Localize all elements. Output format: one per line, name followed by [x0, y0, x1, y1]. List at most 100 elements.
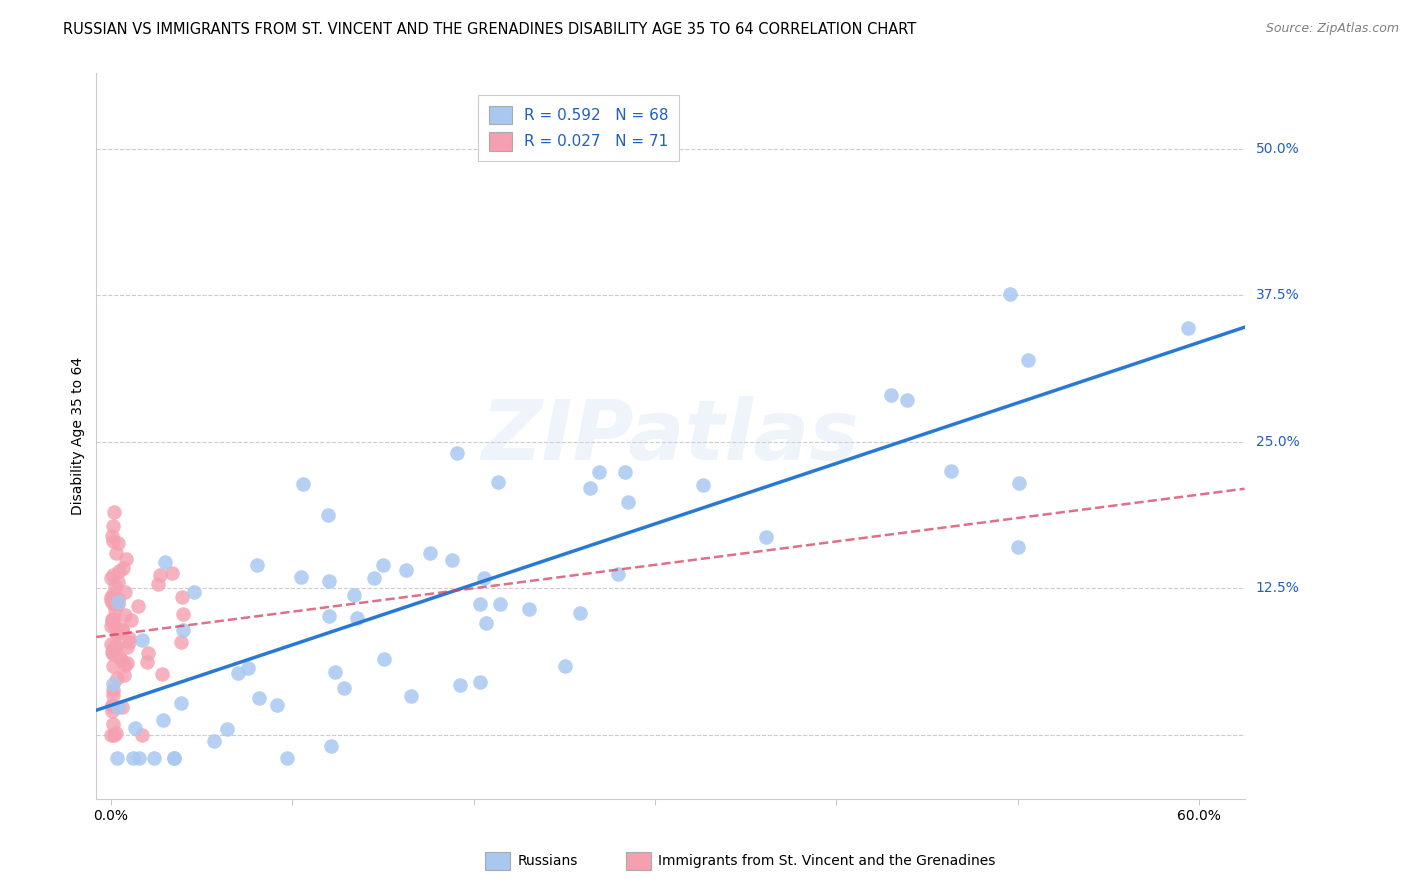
Point: [290, 569, 312, 583]
Point: [318, 508, 340, 523]
Point: [172, 623, 194, 637]
Text: 37.5%: 37.5%: [1256, 288, 1299, 302]
Point: [149, 567, 172, 582]
Point: [104, 620, 127, 634]
Point: [107, 592, 129, 607]
Point: [146, 577, 169, 591]
Point: [103, 728, 125, 742]
Point: [105, 751, 128, 765]
Text: 12.5%: 12.5%: [1256, 582, 1299, 595]
Point: [103, 519, 125, 533]
Point: [112, 561, 135, 575]
Point: [115, 640, 138, 654]
Point: [100, 593, 122, 607]
Point: [941, 465, 963, 479]
Point: [470, 597, 492, 611]
Point: [170, 591, 193, 605]
Point: [1177, 321, 1199, 335]
Point: [101, 704, 124, 718]
Point: [104, 640, 127, 654]
Point: [104, 603, 127, 617]
Point: [1000, 287, 1022, 301]
Point: [449, 678, 471, 692]
Point: [103, 659, 125, 673]
Point: [321, 739, 343, 753]
Point: [613, 465, 636, 479]
Text: RUSSIAN VS IMMIGRANTS FROM ST. VINCENT AND THE GRENADINES DISABILITY AGE 35 TO 6: RUSSIAN VS IMMIGRANTS FROM ST. VINCENT A…: [63, 22, 917, 37]
Text: Source: ZipAtlas.com: Source: ZipAtlas.com: [1265, 22, 1399, 36]
Point: [136, 647, 159, 661]
Point: [114, 658, 136, 673]
Point: [107, 574, 129, 589]
Point: [107, 536, 129, 550]
Point: [111, 623, 134, 637]
Legend: R = 0.592   N = 68, R = 0.027   N = 71: R = 0.592 N = 68, R = 0.027 N = 71: [478, 95, 679, 161]
Point: [474, 615, 496, 630]
Point: [101, 677, 124, 691]
Point: [103, 586, 125, 600]
Point: [1007, 541, 1029, 555]
Point: [371, 558, 394, 572]
Point: [554, 658, 576, 673]
Point: [183, 585, 205, 599]
Point: [163, 751, 186, 765]
Point: [131, 728, 153, 742]
Point: [1008, 475, 1031, 490]
Point: [395, 563, 418, 577]
Point: [343, 589, 366, 603]
Point: [101, 594, 124, 608]
Text: Immigrants from St. Vincent and the Grenadines: Immigrants from St. Vincent and the Gren…: [658, 854, 995, 868]
Point: [318, 609, 340, 624]
Point: [103, 647, 125, 661]
Point: [101, 612, 124, 626]
Point: [419, 546, 441, 560]
Text: 50.0%: 50.0%: [1256, 142, 1299, 156]
Point: [100, 571, 122, 585]
Point: [519, 602, 541, 616]
Point: [104, 639, 127, 653]
Point: [441, 553, 464, 567]
Point: [131, 632, 153, 647]
Point: [100, 728, 122, 742]
Point: [107, 597, 129, 611]
Point: [101, 682, 124, 697]
Point: [238, 661, 260, 675]
Point: [101, 716, 124, 731]
Point: [323, 665, 346, 680]
Point: [152, 714, 174, 728]
Point: [115, 656, 138, 670]
Point: [100, 590, 122, 604]
Point: [568, 606, 591, 620]
Text: 25.0%: 25.0%: [1256, 435, 1299, 449]
Point: [363, 571, 385, 585]
Point: [169, 635, 191, 649]
Point: [226, 665, 249, 680]
Point: [160, 566, 183, 581]
Point: [103, 597, 125, 611]
Point: [100, 614, 122, 628]
Y-axis label: Disability Age 35 to 64: Disability Age 35 to 64: [72, 357, 86, 515]
Point: [103, 688, 125, 702]
Point: [472, 571, 495, 585]
Point: [104, 546, 127, 560]
Point: [143, 751, 166, 765]
Point: [692, 478, 714, 492]
Point: [880, 388, 903, 402]
Point: [318, 574, 340, 589]
Point: [755, 530, 778, 544]
Point: [101, 534, 124, 549]
Point: [246, 558, 269, 573]
Point: [607, 567, 630, 582]
Point: [170, 696, 193, 710]
Point: [468, 675, 491, 690]
Point: [100, 528, 122, 542]
Point: [114, 585, 136, 599]
Point: [644, 142, 666, 156]
Point: [150, 667, 173, 681]
Point: [617, 494, 640, 508]
Point: [291, 477, 314, 491]
Point: [155, 555, 177, 569]
Point: [105, 626, 128, 640]
Point: [104, 579, 127, 593]
Point: [486, 475, 509, 489]
